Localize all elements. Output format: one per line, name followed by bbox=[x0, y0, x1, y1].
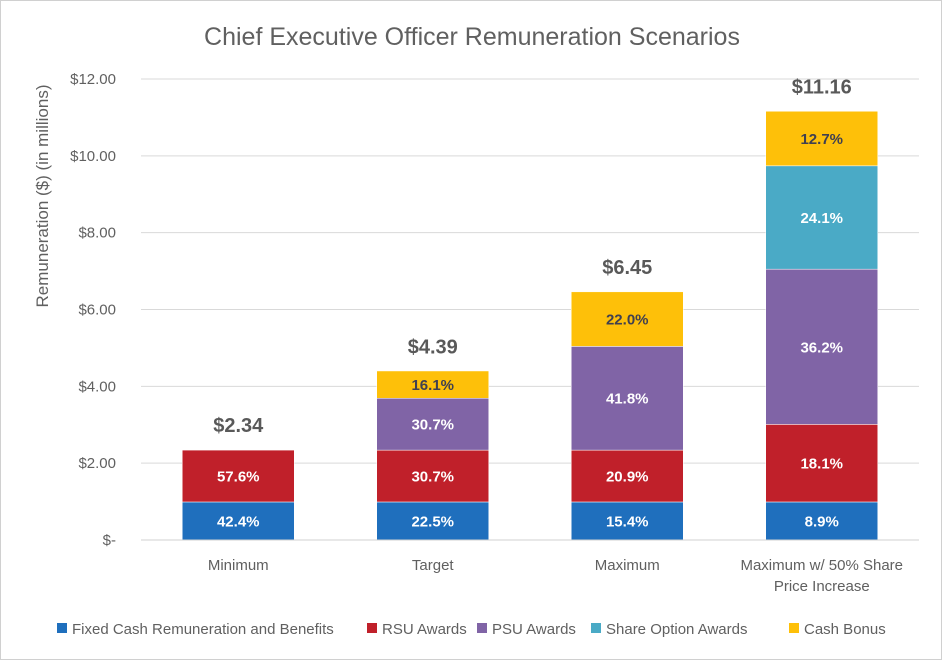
data-label: 57.6% bbox=[217, 469, 260, 486]
bar-segment bbox=[765, 165, 878, 270]
data-label: 18.1% bbox=[800, 456, 843, 473]
y-tick-label: $10.00 bbox=[70, 148, 116, 165]
bar-segment bbox=[376, 501, 489, 541]
bar-segment bbox=[571, 449, 684, 503]
bar-segment bbox=[182, 449, 295, 503]
data-label: 36.2% bbox=[800, 339, 843, 356]
x-tick-label: Maximum bbox=[595, 557, 660, 574]
y-tick-label: $8.00 bbox=[78, 225, 116, 242]
data-label: 22.5% bbox=[411, 513, 454, 530]
legend-swatch bbox=[789, 623, 799, 633]
total-label: $4.39 bbox=[408, 336, 458, 358]
bar-segment bbox=[376, 370, 489, 399]
bar-segment bbox=[571, 501, 684, 541]
data-label: 41.8% bbox=[606, 391, 649, 408]
data-label: 22.0% bbox=[606, 312, 649, 329]
bar-segment bbox=[765, 501, 878, 541]
bar-segment bbox=[376, 397, 489, 451]
legend-swatch bbox=[57, 623, 67, 633]
total-label: $6.45 bbox=[602, 257, 652, 279]
y-tick-label: $4.00 bbox=[78, 378, 116, 395]
bar-segment bbox=[765, 424, 878, 503]
bar-segment bbox=[571, 291, 684, 347]
legend-label: RSU Awards bbox=[382, 621, 467, 638]
y-axis-label: Remuneration ($) (in millions) bbox=[33, 85, 52, 308]
data-label: 8.9% bbox=[805, 513, 839, 530]
bar-segment bbox=[765, 111, 878, 167]
data-label: 20.9% bbox=[606, 469, 649, 486]
total-label: $2.34 bbox=[213, 415, 264, 437]
legend-label: Share Option Awards bbox=[606, 621, 747, 638]
total-label: $11.16 bbox=[792, 76, 852, 98]
y-tick-label: $- bbox=[103, 532, 116, 549]
x-tick-label: Price Increase bbox=[774, 578, 870, 595]
x-tick-label: Target bbox=[412, 557, 455, 574]
y-tick-label: $2.00 bbox=[78, 455, 116, 472]
data-label: 16.1% bbox=[411, 377, 454, 394]
y-tick-label: $12.00 bbox=[70, 71, 116, 88]
y-tick-label: $6.00 bbox=[78, 302, 116, 319]
bar-segment bbox=[376, 449, 489, 503]
x-tick-label: Minimum bbox=[208, 557, 269, 574]
bar-segment bbox=[765, 268, 878, 425]
data-label: 12.7% bbox=[800, 131, 843, 148]
data-label: 42.4% bbox=[217, 513, 260, 530]
legend-label: Cash Bonus bbox=[804, 621, 886, 638]
legend-label: PSU Awards bbox=[492, 621, 576, 638]
data-label: 30.7% bbox=[411, 417, 454, 434]
x-tick-label: Maximum w/ 50% Share bbox=[740, 557, 903, 574]
legend-swatch bbox=[591, 623, 601, 633]
legend-swatch bbox=[477, 623, 487, 633]
data-label: 15.4% bbox=[606, 513, 649, 530]
chart-title: Chief Executive Officer Remuneration Sce… bbox=[204, 23, 740, 51]
legend-label: Fixed Cash Remuneration and Benefits bbox=[72, 621, 334, 638]
data-label: 30.7% bbox=[411, 469, 454, 486]
bar-segment bbox=[571, 346, 684, 451]
legend-swatch bbox=[367, 623, 377, 633]
data-label: 24.1% bbox=[800, 210, 843, 227]
